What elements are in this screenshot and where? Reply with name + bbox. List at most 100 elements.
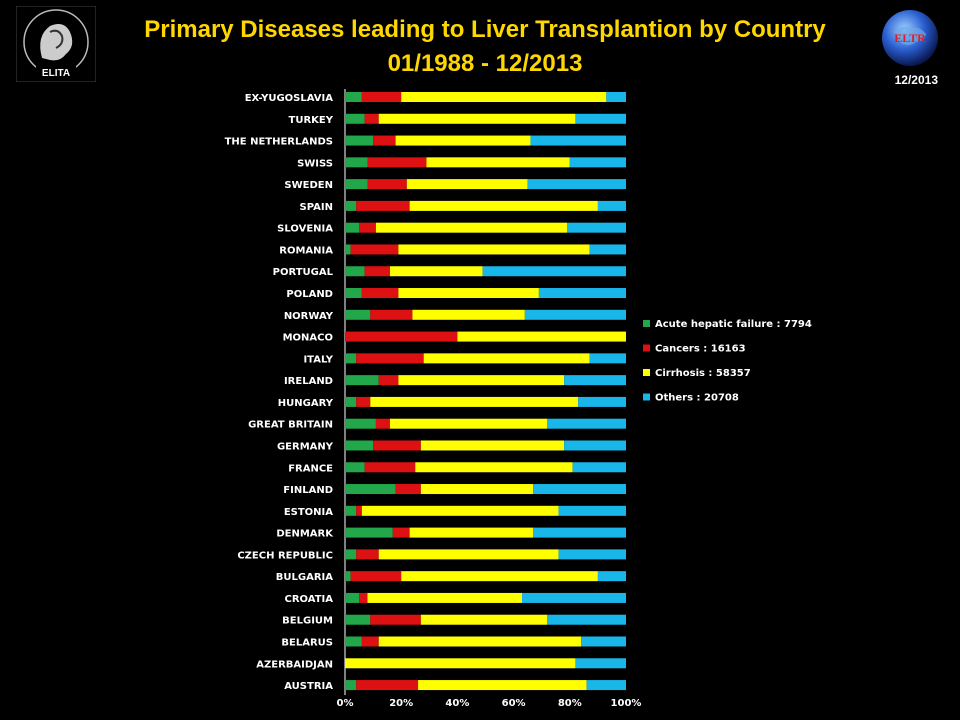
bar-segment-croatia-s0 xyxy=(345,592,360,603)
bar-segment-sweden-s0 xyxy=(345,179,368,190)
bar-segment-france-s3 xyxy=(572,462,626,473)
bar-segment-swiss-s3 xyxy=(569,157,626,168)
bar-segment-belarus-s0 xyxy=(345,636,362,647)
bar-segment-denmark-s1 xyxy=(392,527,410,538)
category-label-czech-republic: CZECH REPUBLIC xyxy=(237,550,333,561)
bar-segment-romania-s2 xyxy=(398,244,590,255)
bar-segment-turkey-s2 xyxy=(378,113,576,124)
bar-segment-germany-s1 xyxy=(373,440,421,451)
bar-segment-norway-s2 xyxy=(412,309,525,320)
bar-segment-swiss-s2 xyxy=(426,157,570,168)
category-label-croatia: CROATIA xyxy=(284,594,333,605)
chart-subtitle-dates: 01/1988 - 12/2013 xyxy=(387,50,583,77)
x-tick-label-1: 20% xyxy=(389,698,413,709)
bar-segment-italy-s1 xyxy=(356,353,424,364)
bar-segment-belarus-s1 xyxy=(361,636,379,647)
bar-segment-hungary-s1 xyxy=(356,396,371,407)
bar-segment-great-britain-s0 xyxy=(345,418,376,429)
bar-segment-spain-s2 xyxy=(409,200,598,211)
bar-segment-italy-s3 xyxy=(589,353,626,364)
legend-swatch-2 xyxy=(643,369,650,376)
bar-segment-finland-s0 xyxy=(345,484,396,495)
category-label-germany: GERMANY xyxy=(277,441,334,452)
bar-segment-finland-s3 xyxy=(533,484,626,495)
bar-segment-estonia-s0 xyxy=(345,505,357,516)
bar-segment-norway-s0 xyxy=(345,309,371,320)
x-tick-label-3: 60% xyxy=(502,698,526,709)
bar-segment-turkey-s3 xyxy=(575,113,626,124)
bar-segment-poland-s0 xyxy=(345,288,362,299)
category-label-romania: ROMANIA xyxy=(279,245,333,256)
bar-segment-monaco-s2 xyxy=(457,331,626,342)
elita-logo-text: ELITA xyxy=(42,68,70,79)
bar-segment-slovenia-s3 xyxy=(566,222,626,233)
bar-segment-norway-s3 xyxy=(524,309,626,320)
category-label-turkey: TURKEY xyxy=(289,115,334,126)
bar-segment-the-netherlands-s3 xyxy=(530,135,626,146)
bar-segment-belarus-s2 xyxy=(378,636,582,647)
bar-segment-romania-s0 xyxy=(345,244,351,255)
elita-logo: ELITA xyxy=(16,6,96,82)
bar-segment-denmark-s3 xyxy=(533,527,626,538)
category-label-denmark: DENMARK xyxy=(276,529,334,540)
bar-segment-spain-s3 xyxy=(597,200,626,211)
x-tick-label-4: 80% xyxy=(558,698,582,709)
category-label-finland: FINLAND xyxy=(283,485,333,496)
legend-label-0: Acute hepatic failure : 7794 xyxy=(655,319,812,330)
bar-segment-austria-s2 xyxy=(418,680,587,691)
bar-segment-sweden-s2 xyxy=(406,179,528,190)
bar-segment-poland-s3 xyxy=(538,288,626,299)
category-label-ireland: IRELAND xyxy=(284,376,333,387)
x-tick-label-2: 40% xyxy=(445,698,469,709)
bar-segment-ireland-s3 xyxy=(564,375,626,386)
bar-segment-monaco-s1 xyxy=(345,331,458,342)
bar-segment-the-netherlands-s0 xyxy=(345,135,374,146)
bar-segment-spain-s0 xyxy=(345,200,357,211)
bar-segment-belarus-s3 xyxy=(581,636,626,647)
category-label-austria: AUSTRIA xyxy=(284,681,333,692)
bar-segment-ex-yugoslavia-s3 xyxy=(606,92,626,102)
bar-segment-the-netherlands-s1 xyxy=(373,135,396,146)
bar-segment-ex-yugoslavia-s0 xyxy=(345,92,362,102)
x-tick-label-0: 0% xyxy=(337,698,354,709)
bar-segment-romania-s3 xyxy=(589,244,626,255)
category-label-slovenia: SLOVENIA xyxy=(277,224,333,235)
bar-segment-sweden-s1 xyxy=(367,179,407,190)
bar-segment-hungary-s3 xyxy=(578,396,626,407)
bar-segment-bulgaria-s2 xyxy=(401,571,598,582)
bar-segment-finland-s1 xyxy=(395,484,421,495)
bar-segment-austria-s1 xyxy=(356,680,419,691)
bar-segment-france-s2 xyxy=(415,462,573,473)
bar-segment-portugal-s1 xyxy=(364,266,390,277)
bar-segment-portugal-s0 xyxy=(345,266,365,277)
category-label-the-netherlands: THE NETHERLANDS xyxy=(225,137,333,148)
bar-segment-portugal-s3 xyxy=(482,266,626,277)
bar-segment-germany-s2 xyxy=(420,440,565,451)
bar-segment-turkey-s0 xyxy=(345,113,365,124)
category-label-sweden: SWEDEN xyxy=(284,180,333,191)
category-label-azerbaidjan: AZERBAIDJAN xyxy=(256,659,333,670)
bar-segment-czech-republic-s3 xyxy=(558,549,626,560)
bar-segment-turkey-s1 xyxy=(364,113,379,124)
report-date: 12/2013 xyxy=(894,73,938,87)
bar-segment-spain-s1 xyxy=(356,200,410,211)
bar-segment-finland-s2 xyxy=(420,484,534,495)
legend-swatch-0 xyxy=(643,320,650,327)
bar-segment-germany-s0 xyxy=(345,440,374,451)
bar-segment-norway-s1 xyxy=(370,309,413,320)
bar-segment-belgium-s1 xyxy=(370,614,421,625)
category-label-hungary: HUNGARY xyxy=(278,398,334,409)
bar-segment-denmark-s2 xyxy=(409,527,534,538)
bar-segment-czech-republic-s0 xyxy=(345,549,357,560)
bar-segment-bulgaria-s1 xyxy=(350,571,402,582)
bar-segment-slovenia-s2 xyxy=(375,222,567,233)
bar-segment-poland-s1 xyxy=(361,288,399,299)
bar-segment-ex-yugoslavia-s1 xyxy=(361,92,402,102)
x-tick-label-5: 100% xyxy=(611,698,642,709)
bar-segment-czech-republic-s2 xyxy=(378,549,559,560)
legend-swatch-3 xyxy=(643,393,650,401)
bar-segment-the-netherlands-s2 xyxy=(395,135,531,146)
category-label-poland: POLAND xyxy=(286,289,333,300)
category-label-norway: NORWAY xyxy=(284,311,334,322)
